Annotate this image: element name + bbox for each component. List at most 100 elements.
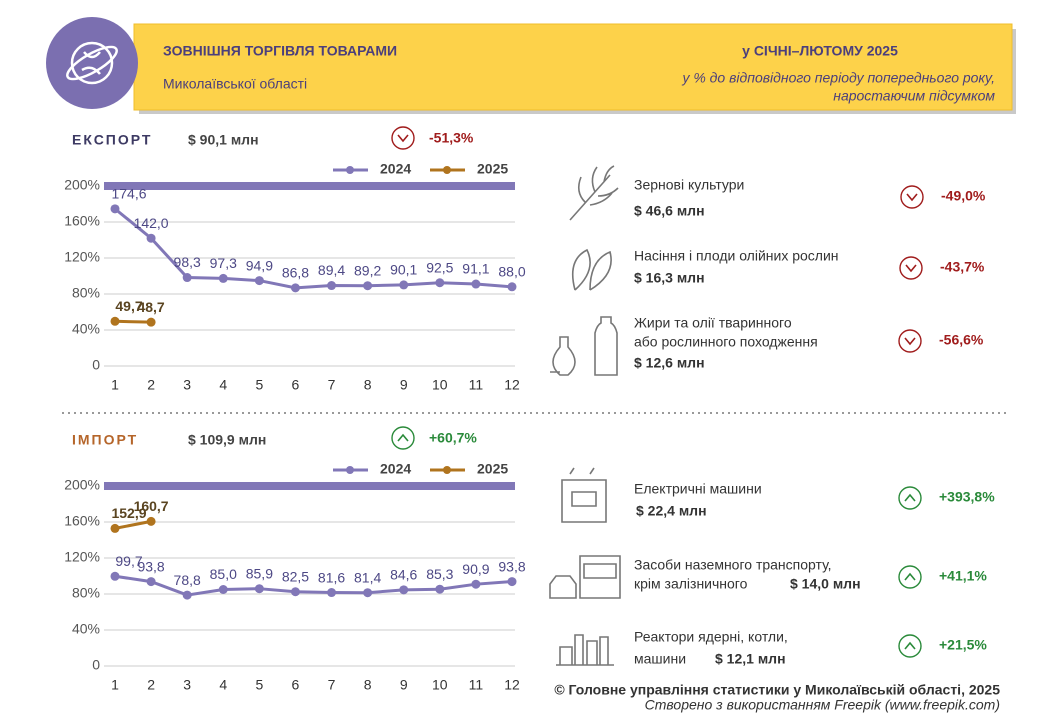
data-point [146,317,156,327]
x-tick-label: 6 [292,677,300,693]
x-tick-label: 12 [504,377,520,393]
trend-icon [391,426,415,450]
x-tick-label: 7 [328,377,336,393]
subtitle: Миколаївської області [163,76,307,92]
logo [46,17,138,109]
data-point [399,280,409,290]
data-point [110,523,120,533]
data-point [435,584,445,594]
x-tick-label: 5 [255,377,263,393]
x-tick-label: 2 [147,377,155,393]
item-change: +41,1% [939,568,987,584]
data-point [290,587,300,597]
icon-reactor [556,634,614,666]
data-label: 92,5 [426,259,453,275]
data-label: 174,6 [111,186,146,202]
trend-chevron [397,433,409,442]
data-point [254,584,264,594]
y-tick-label: 0 [92,357,100,373]
trend-icon [900,185,924,209]
icon-oil [550,316,618,376]
data-point [435,278,445,288]
x-tick-label: 9 [400,677,408,693]
data-point [363,281,373,291]
y-tick-label: 40% [72,621,100,637]
data-label: 48,7 [137,299,164,315]
data-point [146,516,156,526]
data-label: 160,7 [134,498,169,514]
icon-electric [561,467,607,523]
icon-transport [549,555,621,599]
item-amount: $ 14,0 млн [790,576,861,592]
data-label: 94,9 [246,257,273,273]
trend-icon [898,329,922,353]
trend-chevron [397,134,409,143]
section-change: -51,3% [429,130,474,146]
data-label: 90,1 [390,262,417,278]
trend-chevron [904,572,916,581]
data-label: 78,8 [174,572,201,588]
x-tick-label: 3 [183,677,191,693]
data-label: 81,6 [318,569,345,585]
trend-chevron [904,337,916,346]
x-tick-label: 11 [469,677,484,693]
data-point [363,588,373,598]
x-tick-label: 7 [328,677,336,693]
credit: Створено з використанням Freepik (www.fr… [645,697,1000,713]
x-tick-label: 8 [364,377,372,393]
copyright: © Головне управління статистики у Микола… [554,682,1000,698]
item-amount: $ 12,6 млн [634,355,705,371]
trend-icon [899,256,923,280]
item-amount: $ 12,1 млн [715,651,786,667]
y-tick-label: 200% [64,477,100,493]
data-label: 89,2 [354,262,381,278]
data-label: 93,8 [498,558,525,574]
item-name: або рослинного походження [634,334,818,350]
x-tick-label: 6 [292,377,300,393]
x-tick-label: 5 [255,677,263,693]
trend-chevron [904,641,916,650]
x-tick-label: 10 [432,377,448,393]
data-point [146,577,156,587]
item-change: -49,0% [941,188,986,204]
item-name: Електричні машини [634,481,762,497]
y-tick-label: 0 [92,657,100,673]
section-total: $ 109,9 млн [188,432,266,448]
item-name: Реактори ядерні, котли, [634,629,788,645]
data-point [218,273,228,283]
data-label: 88,0 [498,264,525,280]
trend-chevron [905,264,917,273]
data-label: 97,3 [210,255,237,271]
y-tick-label: 120% [64,549,100,565]
data-label: 85,9 [246,565,273,581]
x-tick-label: 4 [219,677,227,693]
y-tick-label: 200% [64,177,100,193]
data-label: 86,8 [282,265,309,281]
item-name: Насіння і плоди олійних рослин [634,248,839,264]
data-point [110,571,120,581]
data-point [471,279,481,289]
period: у СІЧНІ–ЛЮТОМУ 2025 [742,43,898,59]
trend-chevron [904,493,916,502]
logo-globe [66,41,118,85]
item-amount: $ 46,6 млн [634,203,705,219]
section-title: ІМПОРТ [72,432,138,448]
trend-chevron [906,193,918,202]
data-point [327,281,337,291]
legend-label: 2025 [477,161,508,177]
item-name: Засоби наземного транспорту, [634,557,832,573]
data-label: 89,4 [318,262,345,278]
banner [133,23,1013,111]
item-change: -56,6% [939,332,984,348]
note-line: наростаючим підсумком [833,88,995,104]
x-tick-label: 2 [147,677,155,693]
section-title: ЕКСПОРТ [72,132,152,148]
icon-wheat [569,165,619,221]
data-label: 81,4 [354,569,381,585]
legend-dot [443,166,451,174]
x-tick-label: 11 [469,377,484,393]
data-point [182,273,192,283]
data-label: 152,9 [111,505,146,521]
x-tick-label: 8 [364,677,372,693]
